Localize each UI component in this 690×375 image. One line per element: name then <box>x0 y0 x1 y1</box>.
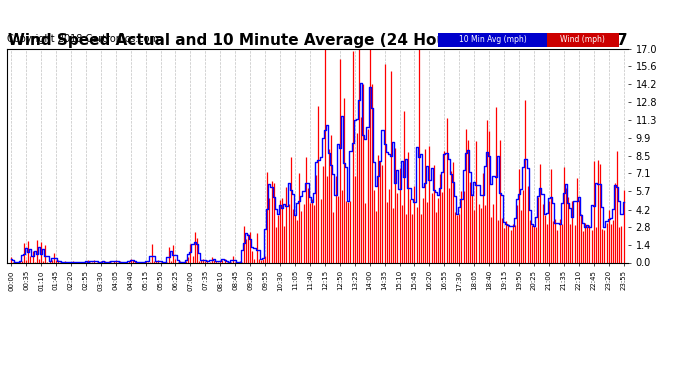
Title: Wind Speed Actual and 10 Minute Average (24 Hours)  (New)  20180507: Wind Speed Actual and 10 Minute Average … <box>8 33 627 48</box>
Text: 10 Min Avg (mph): 10 Min Avg (mph) <box>459 35 526 44</box>
Text: Wind (mph): Wind (mph) <box>560 35 605 44</box>
Text: Copyright 2018 Cartronics.com: Copyright 2018 Cartronics.com <box>7 34 159 45</box>
FancyBboxPatch shape <box>547 33 618 46</box>
FancyBboxPatch shape <box>439 33 547 46</box>
